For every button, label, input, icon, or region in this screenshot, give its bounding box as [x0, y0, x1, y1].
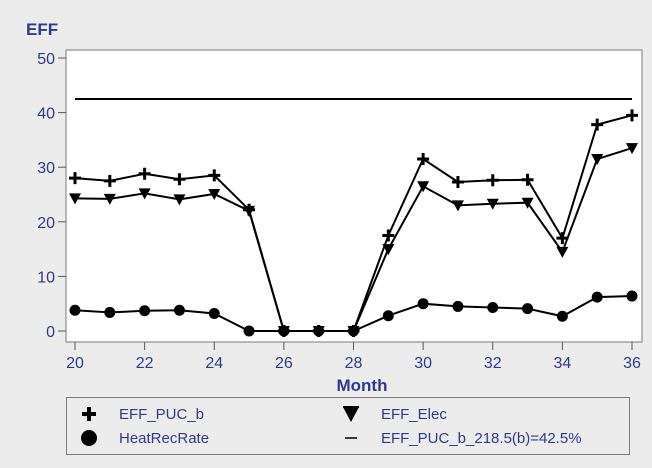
plus-marker	[417, 153, 430, 166]
plus-marker	[173, 173, 186, 186]
triangle-marker	[417, 181, 430, 193]
legend-label: EFF_PUC_b	[119, 405, 205, 423]
x-tick-label: 32	[484, 355, 502, 372]
circle-marker	[452, 300, 464, 312]
plus-marker	[626, 109, 638, 122]
x-tick-label: 30	[414, 355, 432, 372]
plus-marker	[556, 232, 569, 245]
triangle-marker	[173, 194, 186, 206]
triangle-marker	[382, 244, 395, 256]
triangle-marker	[103, 193, 116, 205]
triangle-marker	[591, 154, 604, 166]
circle-marker-icon	[77, 428, 101, 448]
circle-marker	[591, 291, 603, 303]
plot-area	[65, 49, 643, 343]
legend-item-heatrecrate: HeatRecRate	[77, 428, 209, 448]
y-axis: 0 10 20 30 40 50	[37, 51, 66, 341]
circle-marker	[313, 325, 325, 337]
circle-marker	[69, 304, 81, 316]
legend-label: EFF_Elec	[381, 405, 447, 423]
triangle-marker	[208, 188, 221, 200]
legend-item-eff-puc-b: EFF_PUC_b	[77, 404, 204, 424]
chart-title: EFF	[26, 20, 58, 39]
circle-marker	[382, 310, 394, 322]
x-tick-label: 22	[136, 355, 154, 372]
plus-marker-icon	[77, 404, 101, 424]
triangle-marker	[486, 198, 499, 210]
plus-marker	[208, 169, 221, 182]
plus-marker	[69, 172, 81, 185]
circle-marker	[208, 308, 220, 320]
triangle-marker	[556, 246, 569, 258]
legend-item-eff-elec: EFF_Elec	[339, 404, 447, 424]
circle-marker	[243, 325, 255, 337]
x-tick-label: 36	[623, 355, 641, 372]
circle-marker	[173, 304, 185, 316]
triangle-marker	[243, 205, 256, 217]
circle-marker	[626, 290, 638, 302]
triangle-down-marker-icon	[339, 404, 363, 424]
triangle-marker	[69, 193, 81, 205]
circle-marker	[487, 302, 499, 314]
series-layer	[69, 97, 638, 337]
y-tick-label: 50	[37, 51, 55, 68]
x-tick-label: 26	[275, 355, 293, 372]
x-axis: 20 22 24 26 28 30 32 34 36	[66, 342, 641, 372]
y-tick-label: 30	[37, 160, 55, 177]
circle-marker	[556, 310, 568, 322]
x-tick-label: 24	[205, 355, 223, 372]
plus-marker	[138, 167, 151, 180]
x-tick-label: 20	[66, 355, 84, 372]
plus-marker	[451, 175, 464, 188]
triangle-marker	[451, 200, 464, 212]
line-marker-icon	[339, 428, 363, 448]
triangle-marker	[521, 197, 534, 209]
legend-item-reference: EFF_PUC_b_218.5(b)=42.5%	[339, 428, 582, 448]
circle-marker	[278, 325, 290, 337]
x-axis-label: Month	[337, 376, 388, 395]
circle-marker	[417, 298, 429, 310]
plus-marker	[382, 229, 395, 242]
circle-marker	[139, 305, 151, 317]
x-tick-label: 28	[345, 355, 363, 372]
y-tick-label: 20	[37, 215, 55, 232]
plus-marker	[521, 173, 534, 186]
plus-marker	[486, 174, 499, 187]
plus-marker	[591, 118, 604, 131]
y-tick-label: 10	[37, 269, 55, 286]
triangle-marker	[626, 143, 638, 155]
legend-label: EFF_PUC_b_218.5(b)=42.5%	[381, 429, 582, 447]
plus-marker	[103, 174, 116, 187]
circle-marker	[522, 303, 534, 315]
x-tick-label: 34	[553, 355, 571, 372]
triangle-marker	[138, 188, 151, 200]
circle-marker	[348, 325, 359, 337]
circle-marker	[104, 306, 116, 318]
y-tick-label: 40	[37, 106, 55, 123]
legend-label: HeatRecRate	[119, 429, 210, 447]
legend: EFF_PUC_b HeatRecRate EFF_Elec EFF_PUC_b…	[66, 397, 630, 455]
y-tick-label: 0	[46, 324, 55, 341]
